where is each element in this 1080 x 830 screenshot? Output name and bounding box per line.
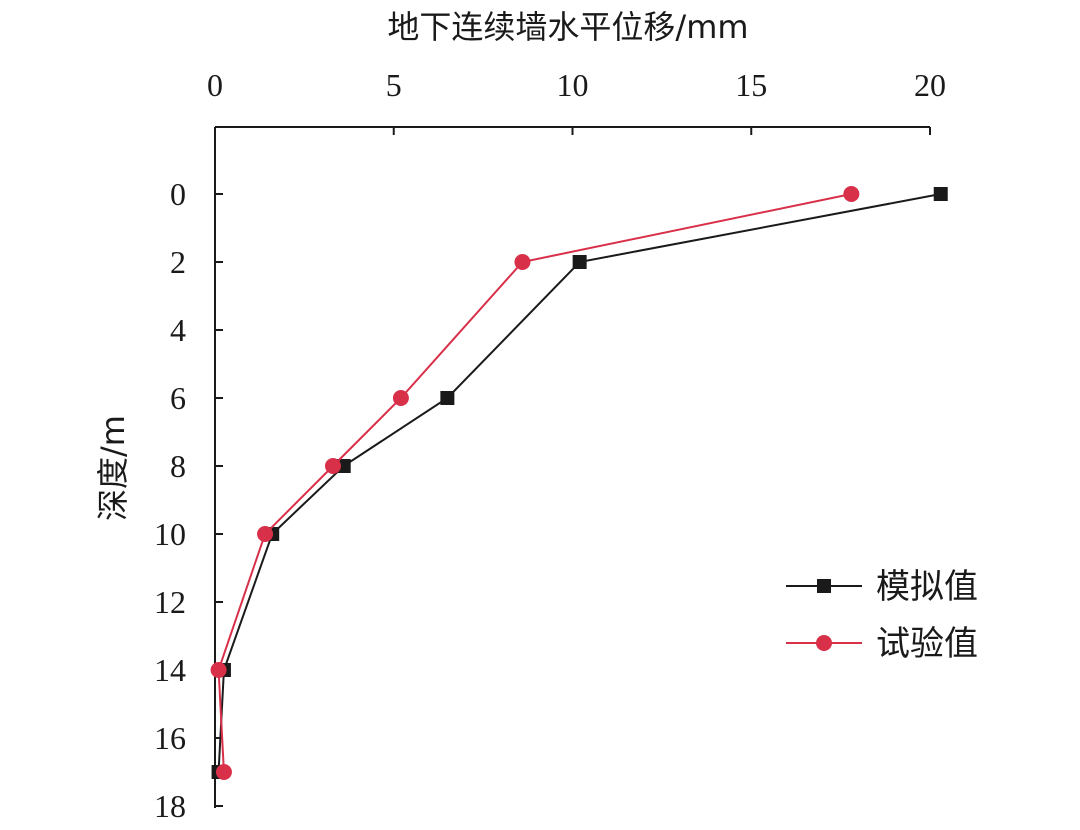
y-tick-label: 8 <box>170 448 186 484</box>
y-axis-title: 深度/m <box>94 415 132 521</box>
y-tick-label: 14 <box>154 652 186 688</box>
y-tick-label: 0 <box>170 176 186 212</box>
series-2 <box>210 186 860 780</box>
series-layer <box>210 186 948 780</box>
y-tick-label: 6 <box>170 380 186 416</box>
y-tick-label: 4 <box>170 312 186 348</box>
data-point <box>210 662 227 678</box>
x-tick-label: 0 <box>207 67 223 103</box>
x-axis-title: 地下连续墙水平位移/mm <box>387 8 748 46</box>
y-tick-label: 16 <box>154 720 186 756</box>
data-point <box>572 255 587 269</box>
x-tick-label: 20 <box>914 67 946 103</box>
y-tick-label: 10 <box>154 516 186 552</box>
y-tick-label: 18 <box>154 788 186 824</box>
axes: 0 5 10 15 20 0 2 4 6 8 10 12 14 16 18 <box>154 67 946 824</box>
series-1 <box>211 187 948 779</box>
data-point <box>336 459 351 473</box>
series-line <box>217 193 941 773</box>
data-point <box>933 187 948 201</box>
x-tick-label: 15 <box>735 67 767 103</box>
data-point <box>440 391 455 405</box>
x-tick-label: 10 <box>557 67 589 103</box>
legend-marker <box>816 635 832 651</box>
legend-label: 模拟值 <box>876 567 978 607</box>
data-point <box>514 254 531 270</box>
legend-item: 模拟值 <box>786 567 978 607</box>
data-point <box>843 186 860 202</box>
data-point <box>257 526 274 542</box>
y-tick-label: 12 <box>154 584 186 620</box>
legend-marker <box>817 579 831 593</box>
data-point <box>215 764 232 780</box>
x-tick-label: 5 <box>386 67 402 103</box>
series-line <box>217 193 852 773</box>
y-tick-label: 2 <box>170 244 186 280</box>
legend-item: 试验值 <box>786 624 978 664</box>
data-point <box>324 458 341 474</box>
legend-label: 试验值 <box>876 624 978 664</box>
data-point <box>392 390 409 406</box>
